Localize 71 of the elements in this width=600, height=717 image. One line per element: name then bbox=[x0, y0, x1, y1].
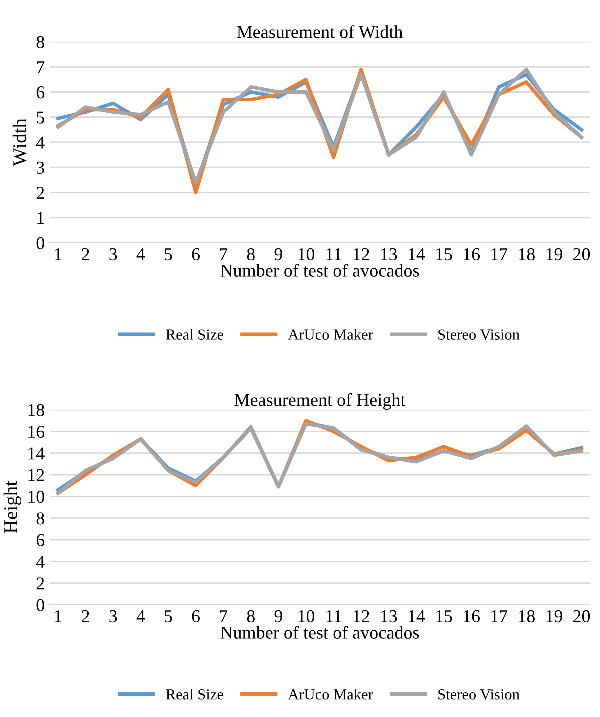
x-tick-label: 6 bbox=[192, 248, 200, 261]
y-tick-label: 8 bbox=[36, 512, 44, 525]
x-tick-label: 5 bbox=[165, 610, 172, 623]
x-tick-label: 13 bbox=[381, 248, 398, 261]
x-tick-label: 14 bbox=[408, 248, 426, 260]
y-tick-label: 0 bbox=[36, 237, 44, 250]
x-tick-label: 10 bbox=[298, 248, 315, 261]
x-tick-label: 15 bbox=[436, 248, 452, 261]
y-tick-label: 7 bbox=[37, 62, 45, 74]
y-tick-label: 0 bbox=[36, 599, 44, 612]
x-tick-label: 20 bbox=[574, 610, 590, 623]
y-tick-label: 16 bbox=[28, 426, 45, 438]
y-tick-label: 6 bbox=[36, 86, 45, 99]
x-tick-label: 16 bbox=[464, 610, 480, 623]
x-tick-label: 9 bbox=[274, 248, 282, 261]
y-tick-label: 4 bbox=[36, 556, 45, 568]
y-tick-label: 2 bbox=[36, 187, 44, 200]
x-tick-label: 20 bbox=[574, 248, 590, 261]
x-tick-label: 18 bbox=[519, 248, 535, 261]
x-tick-label: 15 bbox=[436, 610, 452, 623]
x-tick-label: 7 bbox=[220, 248, 228, 260]
x-tick-label: 19 bbox=[546, 248, 562, 261]
x-tick-label: 4 bbox=[136, 248, 146, 260]
x-tick-label: 1 bbox=[55, 248, 62, 260]
legend-label: ArUco Maker bbox=[288, 329, 374, 340]
x-tick-label: 8 bbox=[247, 610, 255, 623]
y-tick-label: 10 bbox=[28, 490, 44, 504]
x-tick-label: 1 bbox=[55, 610, 62, 622]
x-tick-label: 18 bbox=[519, 610, 535, 623]
x-tick-label: 10 bbox=[298, 610, 315, 623]
x-tick-label: 7 bbox=[220, 610, 228, 622]
x-tick-label: 5 bbox=[165, 248, 172, 261]
x-tick-label: 9 bbox=[274, 610, 282, 623]
x-tick-label: 17 bbox=[492, 610, 508, 622]
legend-label: Stereo Vision bbox=[438, 690, 520, 700]
x-tick-label: 11 bbox=[326, 248, 342, 260]
y-tick-label: 8 bbox=[36, 36, 44, 48]
x-tick-label: 6 bbox=[192, 610, 200, 623]
y-tick-label: 3 bbox=[36, 162, 44, 174]
chart-title: Measurement of Width bbox=[237, 25, 403, 38]
y-tick-label: 4 bbox=[36, 136, 45, 149]
x-tick-label: 19 bbox=[546, 610, 562, 623]
x-tick-label: 11 bbox=[326, 610, 342, 622]
x-tick-label: 13 bbox=[381, 610, 398, 623]
y-tick-label: 6 bbox=[36, 534, 45, 546]
y-axis-title: Height bbox=[4, 481, 22, 534]
x-tick-label: 2 bbox=[82, 248, 90, 260]
legend-label: ArUco Maker bbox=[288, 689, 374, 700]
x-tick-label: 17 bbox=[492, 248, 508, 260]
x-tick-label: 14 bbox=[408, 610, 426, 622]
y-tick-label: 14 bbox=[28, 448, 45, 460]
x-tick-label: 3 bbox=[110, 248, 118, 261]
y-tick-label: 12 bbox=[28, 469, 44, 482]
chart-title: Measurement of Height bbox=[234, 393, 406, 410]
y-tick-label: 1 bbox=[38, 212, 44, 224]
x-tick-label: 12 bbox=[354, 610, 370, 622]
y-axis-title: Width bbox=[12, 118, 27, 166]
legend-label: Stereo Vision bbox=[438, 330, 520, 340]
x-tick-label: 3 bbox=[110, 610, 118, 623]
x-tick-label: 4 bbox=[136, 610, 146, 622]
legend-label: Real Size bbox=[166, 329, 224, 340]
x-axis-title: Number of test of avocados bbox=[220, 626, 420, 639]
x-tick-label: 16 bbox=[464, 248, 480, 261]
y-tick-label: 2 bbox=[36, 578, 44, 590]
x-tick-label: 8 bbox=[247, 248, 255, 261]
x-axis-title: Number of test of avocados bbox=[220, 264, 420, 277]
x-tick-label: 12 bbox=[354, 248, 370, 260]
legend-label: Real Size bbox=[166, 689, 224, 700]
y-tick-label: 18 bbox=[28, 404, 44, 416]
y-tick-label: 5 bbox=[37, 112, 44, 124]
x-tick-label: 2 bbox=[82, 610, 90, 622]
